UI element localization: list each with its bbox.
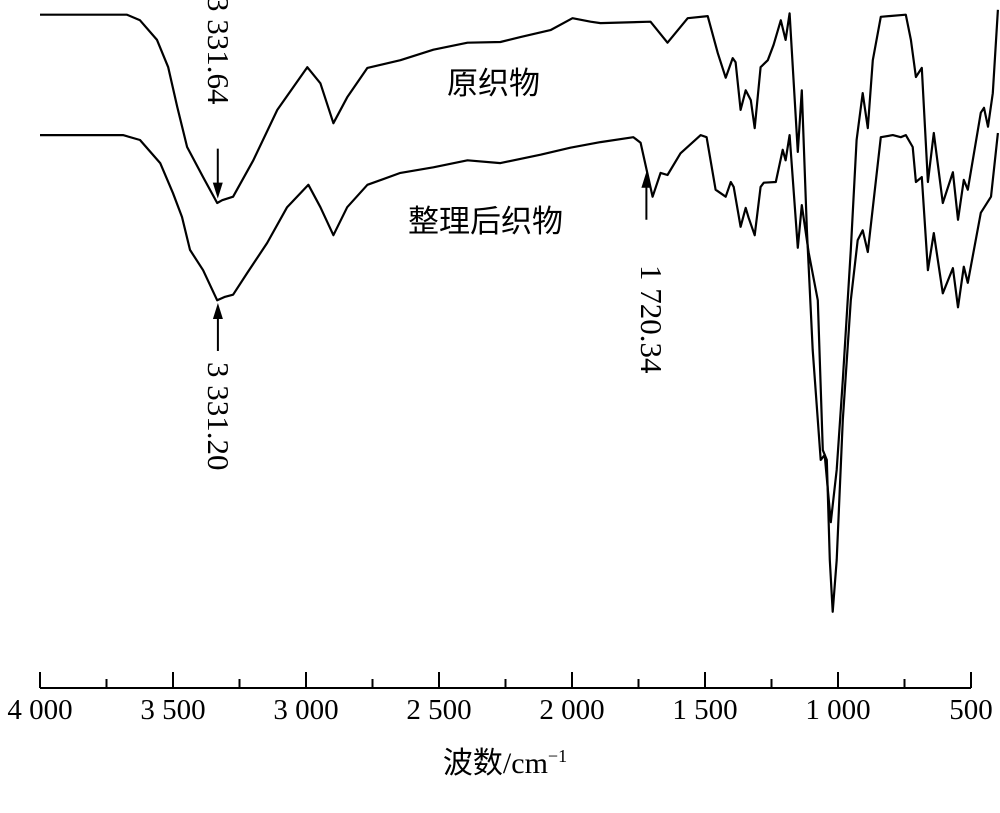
- spectra-lines: [40, 9, 999, 613]
- x-tick-label: 2 500: [406, 694, 472, 726]
- annotation-arrowhead: [641, 171, 652, 188]
- x-tick-label: 4 000: [7, 694, 73, 726]
- series-line-treated: [40, 132, 999, 613]
- annotation-arrowhead: [212, 302, 223, 319]
- x-axis-title: 波数/cm−1: [442, 746, 568, 780]
- x-tick-label: 3 000: [273, 694, 339, 726]
- x-tick-label: 1 000: [805, 694, 871, 726]
- annotation-arrowhead: [212, 182, 223, 199]
- x-tick-label: 3 500: [140, 694, 206, 726]
- annotation-3331-64: 3 331.64: [201, 0, 236, 105]
- annotation-3331-20: 3 331.20: [201, 362, 236, 471]
- annotation-arrows: [212, 148, 652, 351]
- x-tick-label: 500: [949, 694, 993, 726]
- x-tick-label: 2 000: [539, 694, 605, 726]
- series-label-treated: 整理后织物: [408, 204, 563, 240]
- x-axis: [39, 672, 972, 689]
- series-label-original: 原织物: [447, 66, 540, 102]
- annotation-1720-34: 1 720.34: [634, 265, 669, 374]
- x-tick-label: 1 500: [672, 694, 738, 726]
- series-line-original: [40, 9, 999, 524]
